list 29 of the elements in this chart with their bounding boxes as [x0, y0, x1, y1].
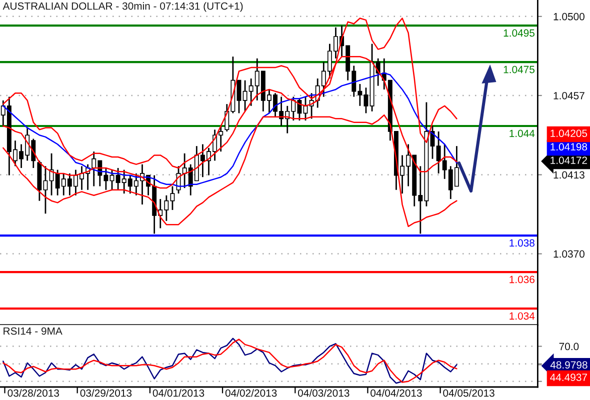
x-tick-label: 04/03/2013 [298, 389, 350, 397]
x-tick-label: 03/28/2013 [8, 389, 59, 397]
chart-title: AUSTRALIAN DOLLAR - 30min - 07:14:31 (UTC+1) [2, 2, 243, 12]
text: 44.4937 [550, 374, 587, 382]
ref-line-label: 1.038 [510, 239, 534, 247]
chart-title: RSI14 - 9MA [4, 327, 62, 335]
x-tick-label: 04/05/2013 [443, 389, 494, 397]
y-tick-label: 1.0500 [554, 12, 584, 20]
ref-line-label: 1.044 [510, 130, 535, 138]
ref-line-label: 1.036 [510, 276, 534, 284]
text: 1.04172 [550, 156, 587, 164]
y-tick-label: 70.0 [559, 342, 579, 350]
x-tick-label: 04/01/2013 [152, 389, 204, 397]
text: 1.04205 [550, 130, 588, 138]
ref-line-label: 1.0495 [504, 29, 534, 37]
x-tick-label: 04/04/2013 [370, 389, 422, 397]
ref-line-label: 1.0475 [504, 66, 534, 74]
x-tick-label: 03/29/2013 [80, 389, 132, 397]
x-tick-label: 04/02/2013 [225, 389, 277, 397]
y-tick-label: 1.0370 [554, 250, 584, 258]
candlestick [436, 130, 441, 174]
candlestick [364, 86, 368, 114]
y-tick-label: 48.9798 [550, 361, 588, 369]
y-tick-label: 1.0413 [554, 171, 584, 179]
candlestick [236, 80, 242, 114]
ref-line-label: 1.034 [510, 312, 535, 320]
y-tick-label: 1.0457 [554, 92, 584, 100]
text: 1.04198 [550, 143, 588, 151]
candlestick [218, 125, 224, 152]
